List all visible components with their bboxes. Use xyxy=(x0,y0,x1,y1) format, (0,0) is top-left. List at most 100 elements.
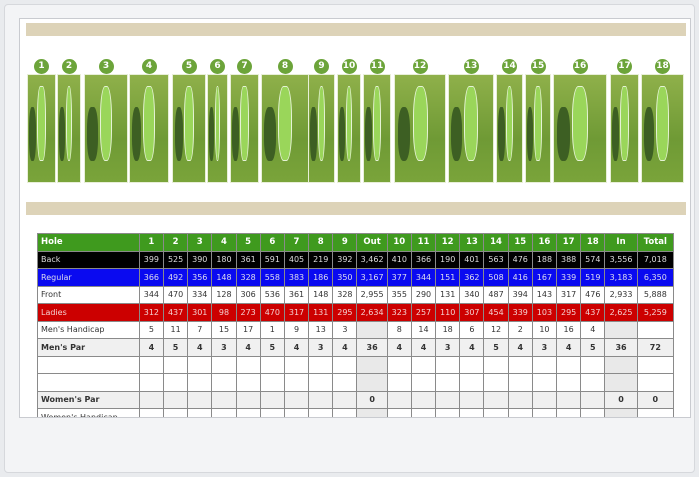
table-cell: 180 xyxy=(211,250,237,269)
trees xyxy=(644,107,655,161)
table-cell: 487 xyxy=(483,285,509,304)
table-cell xyxy=(162,390,189,409)
hole-map-12[interactable] xyxy=(394,74,446,183)
table-cell xyxy=(235,373,261,392)
table-cell xyxy=(332,408,358,417)
table-cell: 5 xyxy=(259,338,285,357)
table-cell xyxy=(162,408,189,417)
table-cell: 3,183 xyxy=(604,268,638,287)
table-cell: 525 xyxy=(162,250,189,269)
hole-number-badge: 1 xyxy=(34,59,49,74)
fairway xyxy=(373,85,381,161)
table-cell: 5 xyxy=(483,338,509,357)
table-cell: 6,350 xyxy=(636,268,675,287)
table-cell: 2,933 xyxy=(604,285,638,304)
hole-map-2[interactable] xyxy=(57,74,81,183)
table-cell xyxy=(283,373,310,392)
table-cell: 128 xyxy=(211,285,237,304)
table-row: Men's Handicap 5 11 7 15 17 1 9 13 3 8 14 18 6 12 2 10 16… xyxy=(37,320,675,339)
table-cell: 306 xyxy=(235,285,261,304)
table-cell: 186 xyxy=(308,268,334,287)
hole-map-15[interactable] xyxy=(525,74,551,183)
table-cell xyxy=(187,355,213,374)
table-cell xyxy=(187,390,213,409)
table-cell xyxy=(636,373,675,392)
table-cell: 361 xyxy=(283,285,310,304)
trees xyxy=(131,107,142,161)
table-cell: 131 xyxy=(435,285,461,304)
table-cell xyxy=(636,320,675,339)
table-cell: 339 xyxy=(556,268,582,287)
hole-map-13[interactable] xyxy=(448,74,494,183)
table-cell: 366 xyxy=(138,268,164,287)
header-cell: 18 xyxy=(580,233,606,252)
table-cell xyxy=(138,408,164,417)
table-cell xyxy=(308,390,334,409)
row-label xyxy=(37,373,140,392)
table-cell: 17 xyxy=(235,320,261,339)
table-cell xyxy=(211,355,237,374)
hole-number-badge: 15 xyxy=(530,59,546,74)
hole-number-badge: 13 xyxy=(463,59,479,74)
table-cell xyxy=(308,355,334,374)
table-cell xyxy=(162,355,189,374)
row-label: Women's Handicap xyxy=(37,408,140,417)
table-cell: 4 xyxy=(138,338,164,357)
table-cell xyxy=(138,390,164,409)
table-cell: 405 xyxy=(283,250,310,269)
hole-map-16[interactable] xyxy=(553,74,607,183)
table-cell: 323 xyxy=(386,303,412,322)
fairway xyxy=(656,85,669,161)
header-cell: 16 xyxy=(531,233,558,252)
scorecard-table: Hole 1 2 3 4 5 6 7 8 9 Out 10 11 12 13 14 15 16 17 18 In Tota… xyxy=(37,233,675,417)
hole-map-5[interactable] xyxy=(172,74,206,183)
table-cell: 290 xyxy=(410,285,437,304)
hole-number-badge: 8 xyxy=(277,59,293,74)
table-cell: 148 xyxy=(308,285,334,304)
table-cell xyxy=(580,408,606,417)
trees xyxy=(232,107,240,161)
hole-number-badge: 11 xyxy=(369,59,385,74)
table-cell: 103 xyxy=(531,303,558,322)
table-cell: 301 xyxy=(187,303,213,322)
hole-number-badge: 16 xyxy=(572,59,588,74)
hole-map-6[interactable] xyxy=(207,74,228,183)
hole-map-7[interactable] xyxy=(230,74,259,183)
hole-map-10[interactable] xyxy=(337,74,361,183)
header-cell: In xyxy=(604,233,638,252)
hole-map-8[interactable] xyxy=(261,74,309,183)
hole-map-18[interactable] xyxy=(641,74,684,183)
table-cell: 3,167 xyxy=(356,268,388,287)
window-frame: 1 2 3 4 5 6 7 8 9 10 11 12 13 14 15 16 17 18 Hole 1 2 3 4 5 6 7 8… xyxy=(4,4,695,473)
hole-number-badge: 10 xyxy=(341,59,357,74)
hole-map-4[interactable] xyxy=(129,74,169,183)
fairway xyxy=(37,85,46,161)
table-cell: 470 xyxy=(259,303,285,322)
table-cell: 344 xyxy=(410,268,437,287)
table-cell xyxy=(483,390,509,409)
hole-map-3[interactable] xyxy=(84,74,128,183)
table-cell xyxy=(531,355,558,374)
table-cell: 492 xyxy=(162,268,189,287)
table-cell xyxy=(356,408,388,417)
table-cell: 10 xyxy=(531,320,558,339)
table-cell: 476 xyxy=(580,285,606,304)
table-cell xyxy=(211,390,237,409)
table-cell: 4 xyxy=(235,338,261,357)
table-cell xyxy=(459,390,485,409)
table-row: Ladies 312 437 301 98 273 470 317 131 295 2,634 323… xyxy=(37,303,675,322)
hole-map-1[interactable] xyxy=(27,74,56,183)
header-cell: 9 xyxy=(332,233,358,252)
hole-map-17[interactable] xyxy=(610,74,639,183)
trees xyxy=(29,107,37,161)
fairway xyxy=(505,85,514,161)
table-cell: 2,625 xyxy=(604,303,638,322)
hole-number-badge: 6 xyxy=(210,59,225,74)
table-row xyxy=(37,373,675,392)
table-cell xyxy=(187,408,213,417)
hole-map-11[interactable] xyxy=(363,74,391,183)
trees xyxy=(556,107,570,161)
hole-map-14[interactable] xyxy=(496,74,523,183)
hole-map-9[interactable] xyxy=(308,74,335,183)
table-row: Regular 366 492 356 148 328 558 383 186 350 3,167 3… xyxy=(37,268,675,287)
